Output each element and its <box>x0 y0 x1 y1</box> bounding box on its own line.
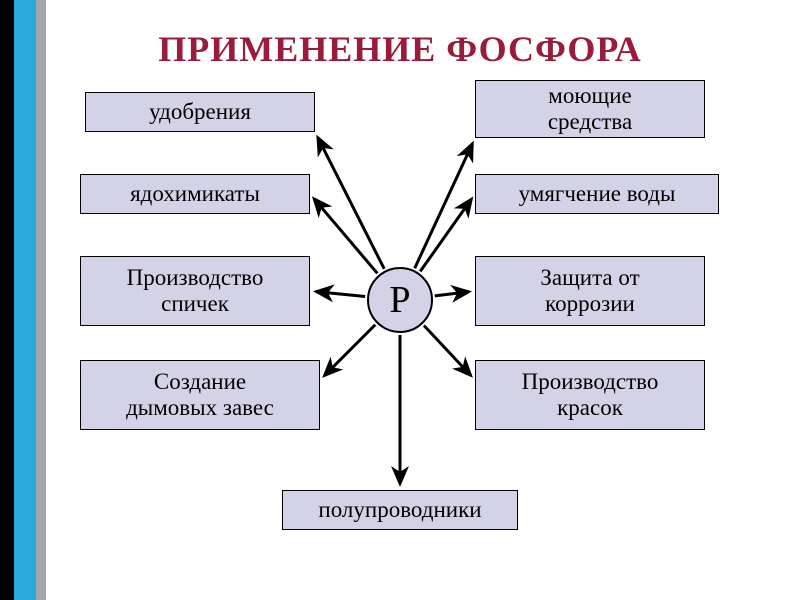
accent-stripe-2 <box>14 0 36 600</box>
arrow-n6 <box>435 292 469 296</box>
node-n9: полупроводники <box>282 490 518 530</box>
arrow-n5 <box>316 292 365 297</box>
node-label: полупроводники <box>318 497 481 523</box>
node-n7: Создание дымовых завес <box>80 360 320 430</box>
node-label: ядохимикаты <box>130 181 260 207</box>
arrow-n3 <box>314 199 377 274</box>
node-n6: Защита от коррозии <box>475 256 705 326</box>
node-label: Производство красок <box>522 369 659 422</box>
node-label: умягчение воды <box>519 181 676 207</box>
node-n4: умягчение воды <box>475 174 719 214</box>
node-n8: Производство красок <box>475 360 705 430</box>
node-label: моющие средства <box>548 83 632 136</box>
arrow-n7 <box>324 325 375 376</box>
arrow-n2 <box>415 143 473 268</box>
node-label: Создание дымовых завес <box>126 369 274 422</box>
accent-stripe-3 <box>36 0 46 600</box>
node-label: Производство спичек <box>127 265 264 318</box>
arrow-n1 <box>318 137 384 268</box>
node-n2: моющие средства <box>475 80 705 138</box>
center-label: P <box>389 278 410 322</box>
page-title: ПРИМЕНЕНИЕ ФОСФОРА <box>0 28 800 70</box>
accent-stripe-1 <box>0 0 14 600</box>
node-n1: удобрения <box>85 92 315 132</box>
node-n3: ядохимикаты <box>80 174 310 214</box>
arrow-n4 <box>420 199 471 272</box>
arrow-n8 <box>424 326 471 376</box>
node-label: удобрения <box>149 99 251 125</box>
node-n5: Производство спичек <box>80 256 310 326</box>
center-node: P <box>367 267 433 333</box>
node-label: Защита от коррозии <box>540 265 639 318</box>
accent-bar <box>0 0 46 600</box>
